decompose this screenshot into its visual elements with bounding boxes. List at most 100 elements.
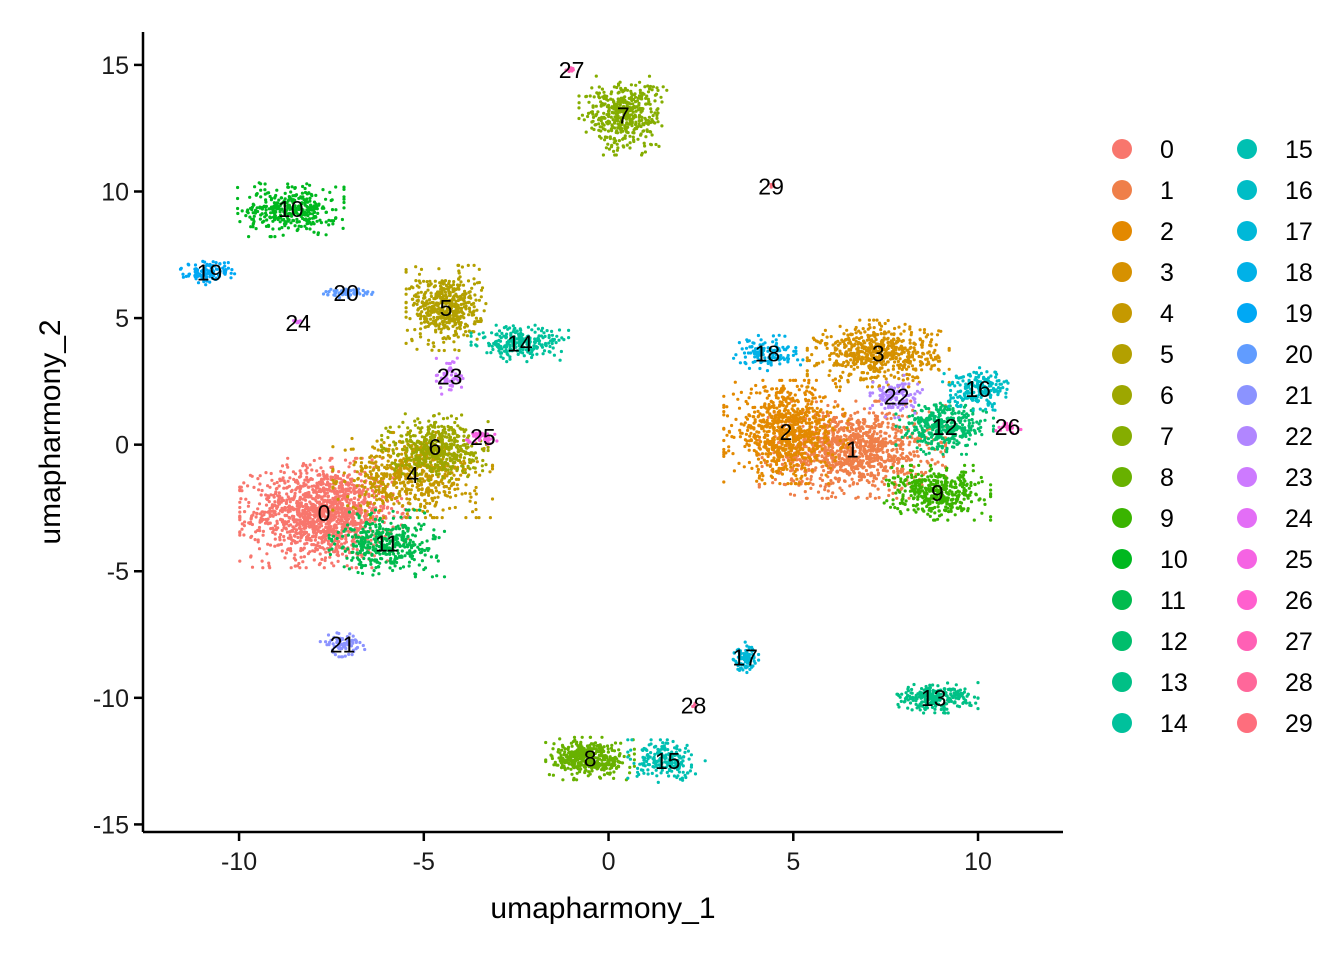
point [805, 389, 809, 393]
point [800, 420, 804, 425]
point [864, 468, 869, 473]
point [886, 441, 890, 445]
point [770, 475, 775, 480]
point [264, 503, 269, 507]
point [438, 284, 443, 288]
point [343, 448, 347, 452]
point [283, 508, 287, 512]
point [311, 488, 315, 492]
point [829, 411, 833, 415]
point [472, 277, 476, 281]
point [252, 510, 256, 514]
point [302, 481, 306, 485]
point [909, 452, 913, 456]
point [813, 396, 817, 400]
point [722, 450, 726, 454]
point [282, 534, 286, 539]
point [874, 456, 878, 460]
point [810, 406, 814, 410]
point [871, 449, 875, 453]
point [794, 419, 798, 423]
point [861, 327, 865, 331]
point [823, 395, 827, 399]
point [819, 484, 823, 488]
point [386, 505, 390, 509]
point [849, 332, 853, 336]
point [865, 348, 869, 352]
point [303, 478, 307, 482]
point [762, 458, 766, 462]
point [473, 501, 478, 505]
point [340, 518, 344, 523]
point [260, 514, 264, 518]
point [809, 462, 813, 466]
point [437, 348, 441, 353]
point [412, 301, 416, 305]
point [314, 543, 318, 547]
point [930, 458, 934, 462]
point [340, 510, 344, 514]
point [767, 393, 771, 398]
point [909, 330, 914, 335]
point [405, 497, 409, 501]
point [893, 345, 897, 349]
point [386, 459, 390, 463]
point [829, 479, 833, 483]
point [455, 483, 459, 487]
point [789, 462, 793, 466]
point [459, 473, 463, 477]
point [755, 453, 759, 457]
point [922, 331, 927, 335]
point [815, 446, 820, 450]
point [474, 298, 478, 302]
point [442, 485, 446, 489]
point [787, 450, 791, 454]
point [350, 477, 354, 481]
point [918, 328, 922, 332]
point [818, 476, 822, 481]
point [858, 357, 862, 361]
point [767, 402, 771, 407]
point [269, 471, 273, 476]
point [238, 559, 242, 563]
point [904, 459, 909, 463]
point [352, 488, 356, 492]
point [895, 447, 899, 451]
point [825, 335, 829, 339]
point [417, 272, 422, 276]
point [854, 357, 858, 361]
point [865, 461, 869, 465]
point [912, 341, 916, 345]
point [795, 416, 799, 420]
point [912, 346, 916, 350]
point [767, 442, 772, 446]
point [860, 346, 864, 350]
point [745, 417, 750, 421]
point [838, 468, 843, 472]
point [815, 410, 819, 415]
point [765, 421, 770, 425]
point [412, 294, 417, 298]
point [454, 322, 458, 326]
point [722, 480, 726, 484]
point [479, 317, 483, 321]
point [818, 444, 822, 448]
point [739, 422, 743, 426]
point [301, 522, 305, 526]
point [246, 504, 250, 508]
point [443, 493, 447, 497]
point [925, 459, 929, 463]
point [780, 412, 784, 416]
point [398, 468, 402, 472]
point [411, 297, 415, 301]
point [851, 448, 855, 452]
point [784, 452, 788, 456]
point [868, 326, 872, 330]
point [329, 456, 333, 460]
point [304, 463, 308, 467]
point [451, 482, 455, 486]
point [879, 457, 883, 461]
point [796, 407, 800, 411]
point [452, 333, 456, 337]
scatter-points [178, 66, 1023, 785]
